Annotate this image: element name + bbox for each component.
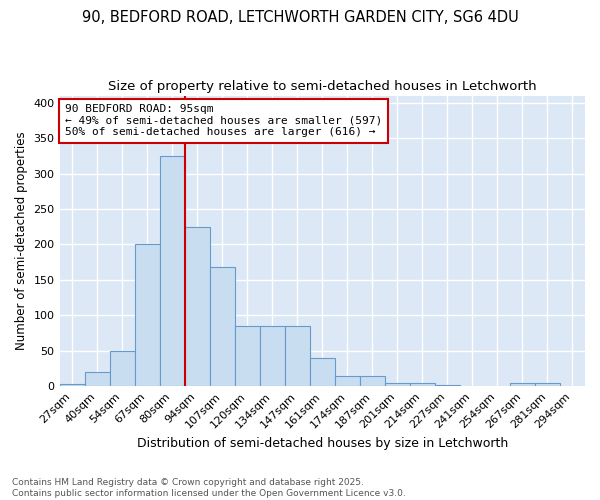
Bar — [435, 385, 460, 386]
Bar — [209, 267, 235, 386]
Bar — [285, 326, 310, 386]
Bar — [59, 384, 85, 386]
Bar — [85, 372, 110, 386]
Text: 90 BEDFORD ROAD: 95sqm
← 49% of semi-detached houses are smaller (597)
50% of se: 90 BEDFORD ROAD: 95sqm ← 49% of semi-det… — [65, 104, 382, 138]
Bar — [110, 351, 134, 386]
Bar — [410, 382, 435, 386]
Bar — [185, 226, 209, 386]
Bar — [134, 244, 160, 386]
Text: 90, BEDFORD ROAD, LETCHWORTH GARDEN CITY, SG6 4DU: 90, BEDFORD ROAD, LETCHWORTH GARDEN CITY… — [82, 10, 518, 25]
Bar — [385, 382, 410, 386]
Bar — [260, 326, 285, 386]
Y-axis label: Number of semi-detached properties: Number of semi-detached properties — [15, 132, 28, 350]
Text: Contains HM Land Registry data © Crown copyright and database right 2025.
Contai: Contains HM Land Registry data © Crown c… — [12, 478, 406, 498]
Bar — [235, 326, 260, 386]
Title: Size of property relative to semi-detached houses in Letchworth: Size of property relative to semi-detach… — [108, 80, 536, 93]
Bar — [510, 382, 535, 386]
X-axis label: Distribution of semi-detached houses by size in Letchworth: Distribution of semi-detached houses by … — [137, 437, 508, 450]
Bar — [335, 376, 360, 386]
Bar — [160, 156, 185, 386]
Bar — [535, 382, 560, 386]
Bar — [310, 358, 335, 386]
Bar — [360, 376, 385, 386]
